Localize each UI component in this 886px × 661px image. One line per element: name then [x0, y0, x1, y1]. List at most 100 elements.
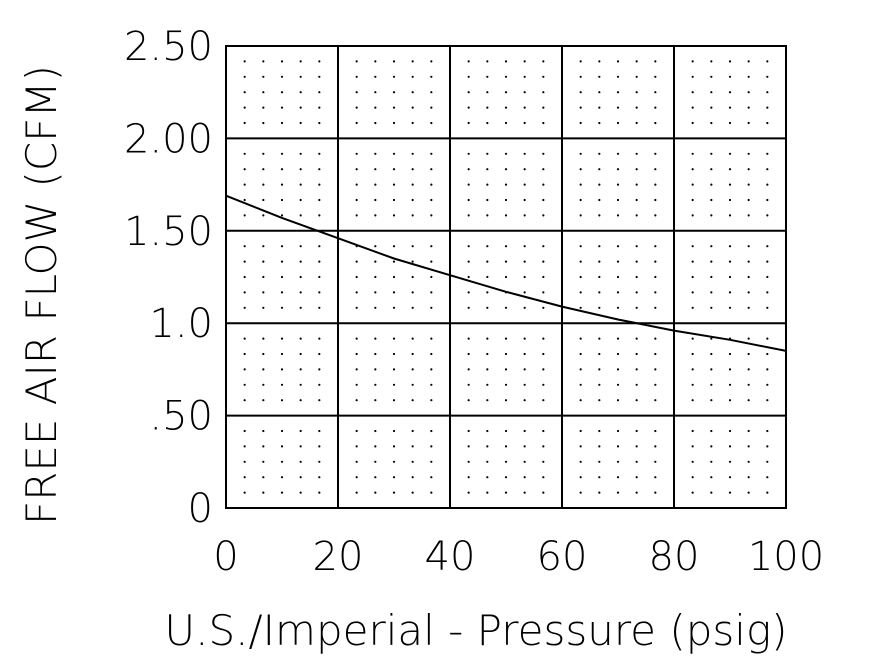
grid-dot: [411, 445, 414, 448]
grid-dot: [374, 121, 377, 125]
grid-dot: [280, 476, 284, 479]
grid-dot: [411, 383, 414, 386]
grid-dot: [728, 121, 732, 125]
grid-dot: [355, 445, 358, 448]
grid-dot: [504, 476, 508, 479]
grid-dot: [262, 445, 265, 448]
grid-dot: [430, 383, 433, 386]
grid-dot: [710, 491, 713, 494]
grid-dot: [766, 383, 769, 386]
grid-dot: [318, 352, 321, 356]
grid-dot: [280, 491, 284, 494]
grid-dot: [243, 183, 246, 186]
grid-dot: [691, 383, 694, 386]
grid-dot: [710, 260, 713, 263]
grid-dot: [616, 399, 620, 402]
grid-dot: [411, 245, 414, 248]
grid-dot: [691, 368, 694, 371]
grid-dot: [654, 152, 657, 155]
grid-dot: [654, 491, 657, 494]
grid-dot: [542, 60, 545, 63]
y-tick-label: 2.50: [124, 24, 213, 70]
grid-dot: [355, 368, 358, 371]
grid-dot: [747, 198, 750, 202]
grid-dot: [243, 121, 246, 125]
grid-dot: [243, 198, 246, 202]
y-tick-label: 1.0: [149, 301, 213, 347]
grid-dot: [766, 337, 769, 340]
x-tick-label: 40: [425, 534, 476, 580]
grid-dot: [318, 476, 321, 479]
grid-dot: [579, 399, 582, 402]
grid-dot: [486, 383, 489, 386]
grid-dot: [598, 275, 601, 279]
grid-dot: [374, 306, 377, 309]
grid-dot: [766, 152, 769, 155]
grid-dot: [467, 245, 470, 248]
grid-dot: [523, 260, 526, 263]
grid-dot: [504, 352, 508, 356]
grid-dot: [523, 460, 526, 463]
grid-dot: [280, 291, 284, 294]
grid-dot: [411, 368, 414, 371]
grid-dot: [486, 399, 489, 402]
grid-dot: [299, 337, 302, 340]
grid-dot: [766, 91, 769, 94]
grid-dot: [318, 106, 321, 109]
grid-dot: [654, 429, 657, 433]
grid-dot: [710, 198, 713, 202]
grid-dot: [280, 306, 284, 309]
grid-dot: [523, 198, 526, 202]
grid-dot: [747, 168, 750, 171]
grid-dot: [430, 429, 433, 433]
grid-dot: [579, 291, 582, 294]
y-tick-label: .50: [149, 394, 213, 440]
grid-dot: [374, 368, 377, 371]
grid-dot: [504, 460, 508, 463]
grid-dot: [691, 399, 694, 402]
grid-dot: [728, 368, 732, 371]
grid-dot: [355, 121, 358, 125]
grid-dot: [635, 368, 638, 371]
grid-dot: [355, 337, 358, 340]
grid-dot: [616, 214, 620, 217]
grid-dot: [392, 429, 396, 433]
grid-dot: [635, 198, 638, 202]
grid-dot: [243, 460, 246, 463]
grid-dot: [710, 245, 713, 248]
grid-dot: [467, 399, 470, 402]
grid-dot: [635, 106, 638, 109]
grid-dot: [728, 491, 732, 494]
grid-dot: [318, 121, 321, 125]
grid-dot: [747, 214, 750, 217]
grid-dot: [318, 429, 321, 433]
grid-dot: [728, 291, 732, 294]
grid-dot: [504, 75, 508, 78]
grid-dot: [598, 106, 601, 109]
grid-dot: [262, 368, 265, 371]
grid-dot: [243, 245, 246, 248]
grid-dot: [467, 60, 470, 63]
y-tick-label: 1.50: [124, 209, 213, 255]
grid-dot: [430, 245, 433, 248]
grid-dot: [504, 245, 508, 248]
grid-dot: [579, 152, 582, 155]
y-tick-labels: 0 .50 1.0 1.50 2.00 2.50: [124, 24, 213, 532]
grid-dot: [486, 183, 489, 186]
grid-dot: [374, 75, 377, 78]
grid-dot: [392, 260, 396, 263]
grid-dot: [598, 198, 601, 202]
grid-dot: [318, 75, 321, 78]
grid-dot: [766, 352, 769, 356]
grid-dot: [635, 260, 638, 263]
grid-dot: [467, 198, 470, 202]
grid-dot: [355, 491, 358, 494]
grid-dot: [280, 337, 284, 340]
grid-dot: [392, 460, 396, 463]
grid-dot: [411, 429, 414, 433]
grid-dot: [598, 491, 601, 494]
grid-dot: [747, 399, 750, 402]
grid-dot: [766, 491, 769, 494]
grid-dot: [318, 245, 321, 248]
grid-dot: [262, 429, 265, 433]
